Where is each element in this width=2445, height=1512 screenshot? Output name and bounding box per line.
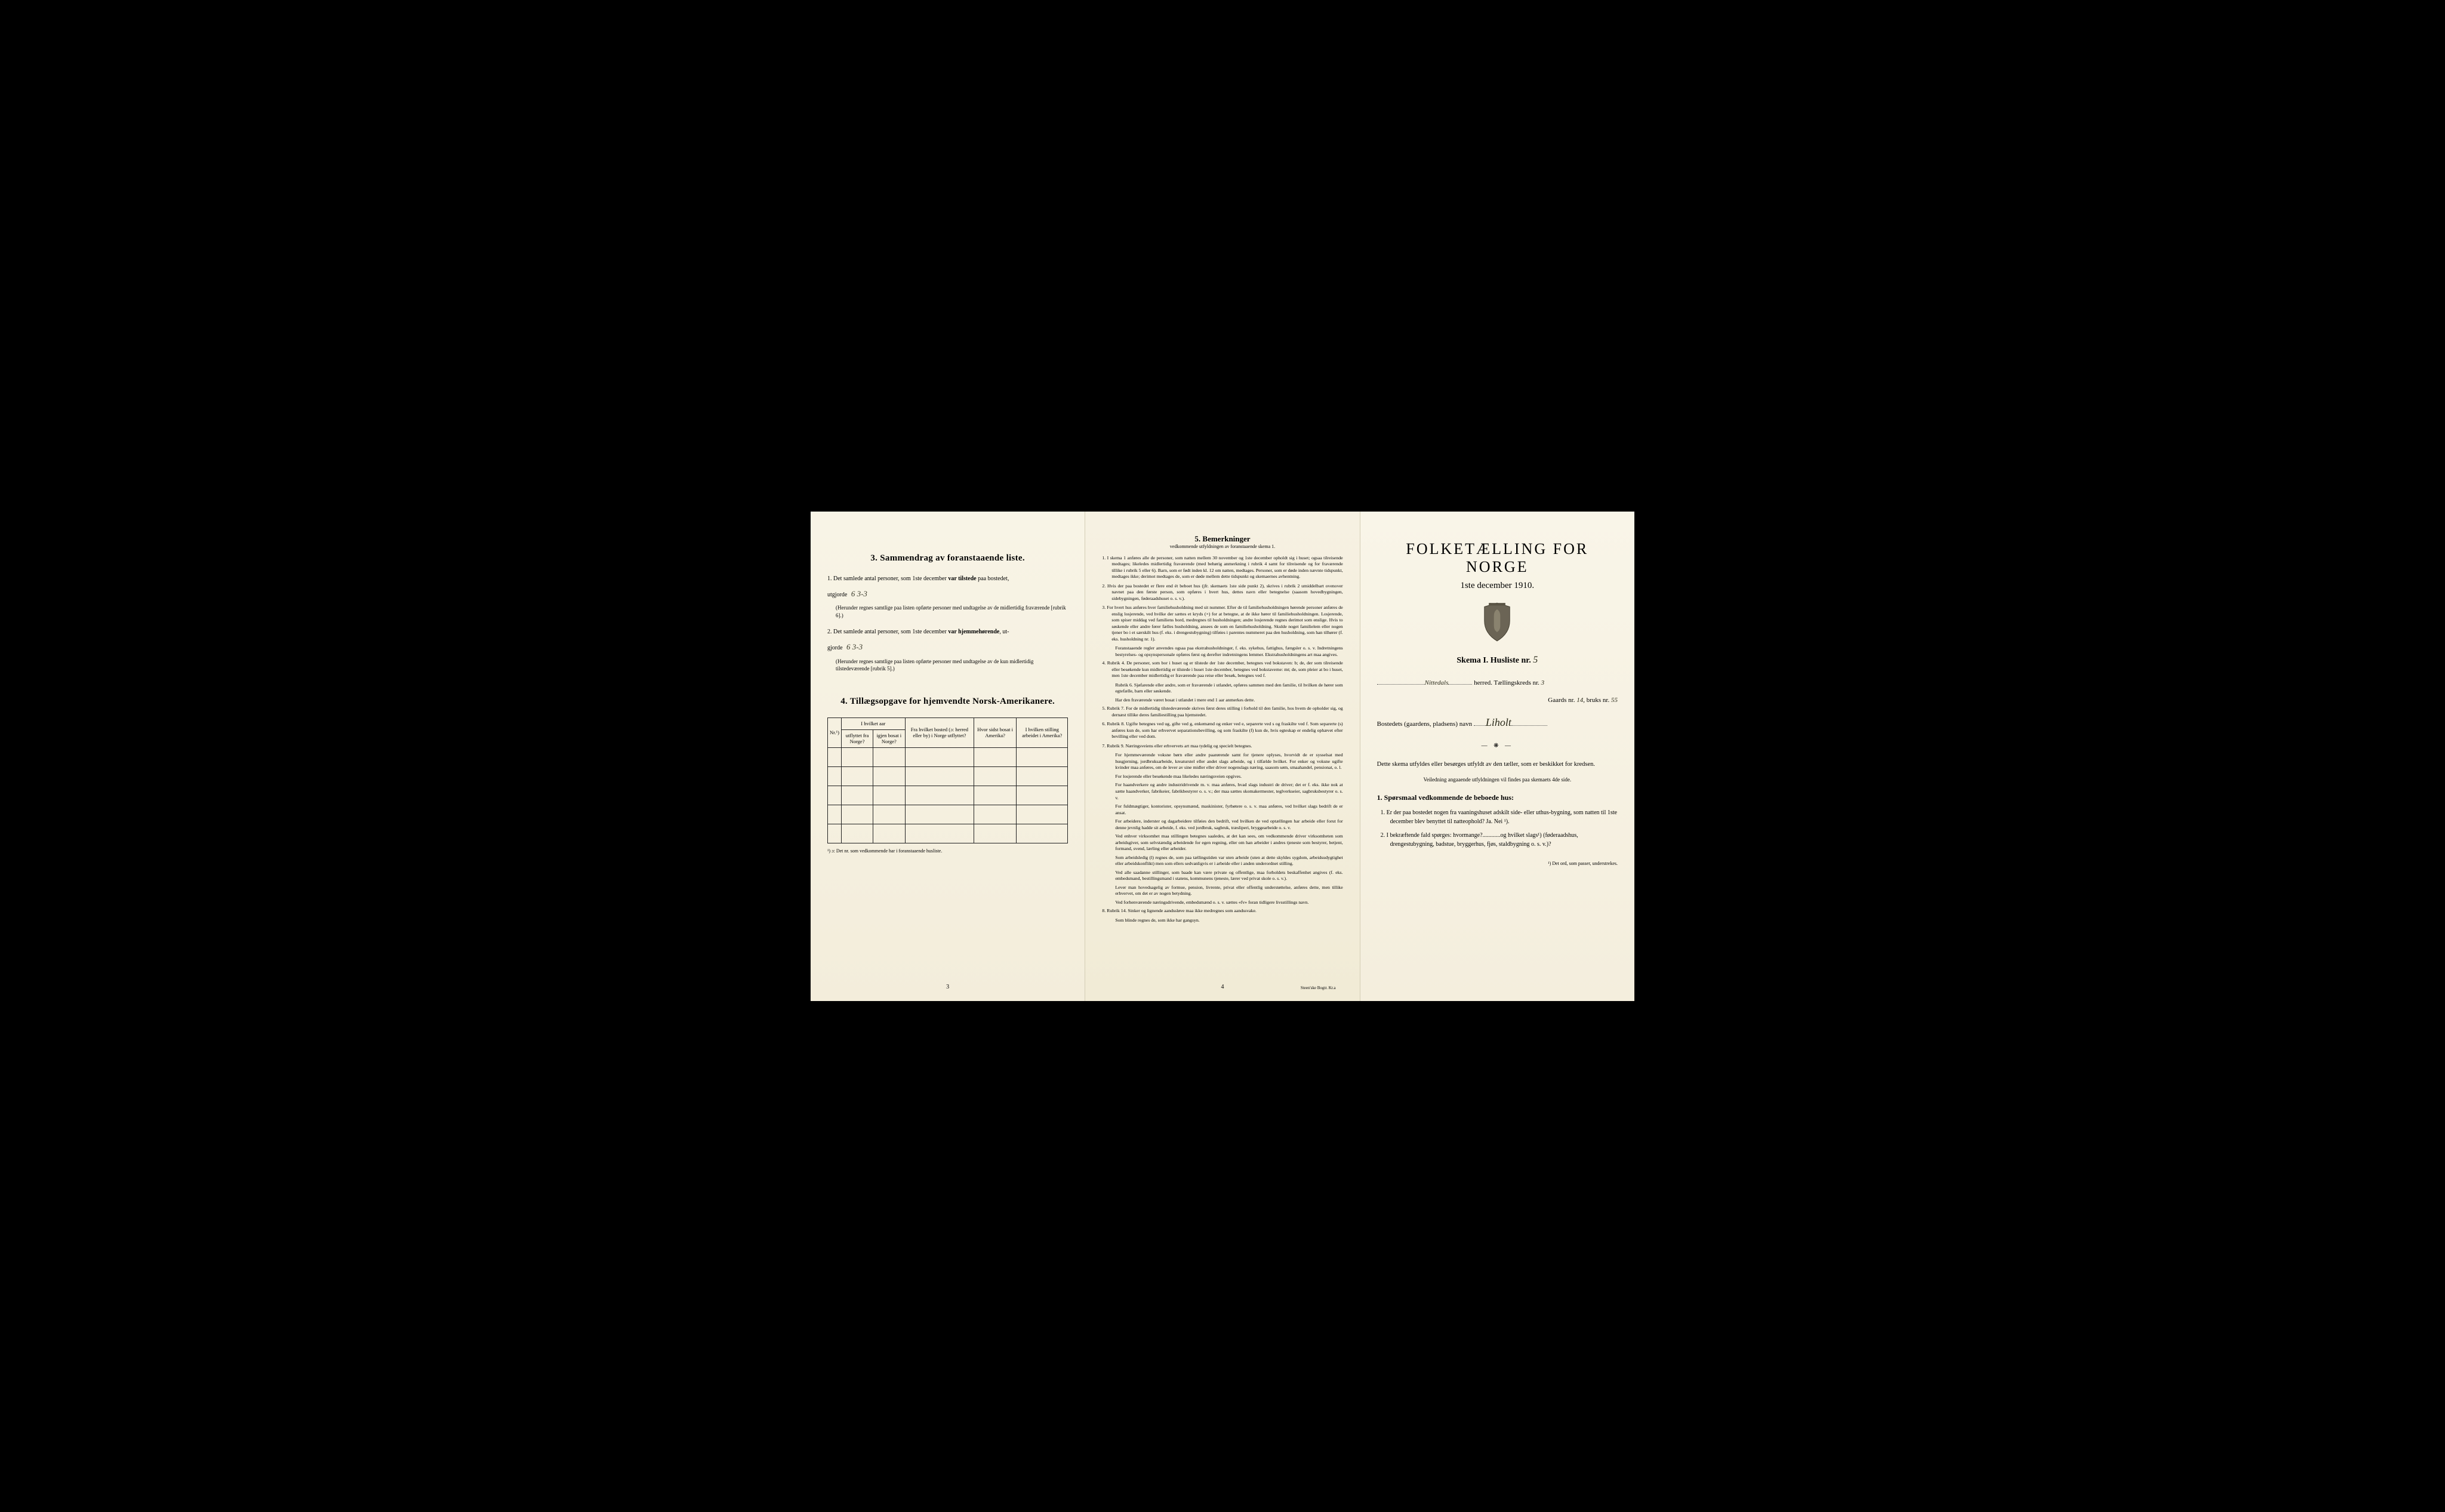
question-1: 1. Er der paa bostedet nogen fra vaaning…: [1377, 808, 1618, 826]
bosted-line: Bostedets (gaardens, pladsens) navn Liho…: [1377, 713, 1618, 732]
table-row: [828, 747, 1068, 766]
page-1-title: FOLKETÆLLING FOR NORGE 1ste december 191…: [1360, 512, 1634, 1001]
q1-filled-value: 6 3-3: [849, 589, 870, 598]
remark-3-sub: Foranstaaende regler anvendes ogsaa paa …: [1102, 645, 1342, 658]
page-number: 4: [1221, 984, 1224, 990]
remark-4: 4. Rubrik 4. De personer, som bor i huse…: [1102, 660, 1342, 679]
gaards-line: Gaards nr. 14, bruks nr. 55: [1377, 695, 1618, 707]
remark-4-sub2: Har den fraværende været bosat i utlande…: [1102, 697, 1342, 704]
th-utflyttet: utflyttet fra Norge?: [842, 729, 873, 747]
summary-q1: 1. Det samlede antal personer, som 1ste …: [827, 574, 1068, 583]
q2-filled-value: 6 3-3: [844, 642, 865, 651]
remark-1: 1. I skema 1 anføres alle de personer, s…: [1102, 555, 1342, 580]
table-row: [828, 766, 1068, 786]
remark-7-sub10: Ved forhenværende næringsdrivende, embed…: [1102, 900, 1342, 906]
instruction-1: Dette skema utfyldes eller besørges utfy…: [1377, 760, 1618, 769]
th-bosted: Fra hvilket bosted (ɔ: herred eller by) …: [905, 717, 974, 747]
schema-line: Skema I. Husliste nr. 5: [1377, 655, 1618, 666]
bosted-value: Liholt: [1486, 716, 1511, 728]
question-2: 2. I bekræftende fald spørges: hvormange…: [1377, 831, 1618, 849]
th-stilling: I hvilken stilling arbeidet i Amerika?: [1017, 717, 1068, 747]
census-document: 3. Sammendrag av foranstaaende liste. 1.…: [811, 512, 1634, 1001]
questions-title: 1. Spørsmaal vedkommende de beboede hus:: [1377, 793, 1618, 802]
section-4-title: 4. Tillægsopgave for hjemvendte Norsk-Am…: [827, 697, 1068, 707]
remark-2: 2. Hvis der paa bostedet er flere end ét…: [1102, 583, 1342, 602]
instruction-2: Veiledning angaaende utfyldningen vil fi…: [1377, 777, 1618, 783]
printer-mark: Steen'ske Bogtr. Kr.a: [1301, 986, 1336, 990]
page-number: 3: [946, 984, 949, 990]
coat-of-arms-icon: [1377, 602, 1618, 645]
divider-icon: ― ❋ ―: [1377, 743, 1618, 749]
page-3: 3. Sammendrag av foranstaaende liste. 1.…: [811, 512, 1085, 1001]
remark-3: 3. For hvert hus anføres hver familiehus…: [1102, 605, 1342, 642]
bemerkninger-subtitle: vedkommende utfyldningen av foranstaaend…: [1102, 544, 1342, 549]
remark-8-sub: Som blinde regnes de, som ikke har gangs…: [1102, 917, 1342, 924]
remark-7: 7. Rubrik 9. Næringsveiens eller erhverv…: [1102, 743, 1342, 750]
bruks-nr: 55: [1611, 697, 1618, 704]
th-aar: I hvilket aar: [842, 717, 906, 729]
husliste-nr: 5: [1533, 655, 1538, 665]
summary-q1-line2: utgjorde 6 3-3: [827, 588, 1068, 600]
remark-7-sub5: For arbeidere, inderster og dagarbeidere…: [1102, 818, 1342, 831]
page-4: 5. Bemerkninger vedkommende utfyldningen…: [1085, 512, 1360, 1001]
table-row: [828, 786, 1068, 805]
gaards-nr: 14: [1576, 697, 1583, 704]
table-row: [828, 824, 1068, 843]
remark-7-sub7: Som arbeidsledig (l) regnes de, som paa …: [1102, 855, 1342, 867]
remark-7-sub6: Ved enhver virksomhet maa stillingen bet…: [1102, 833, 1342, 852]
remark-6: 6. Rubrik 8. Ugifte betegnes ved ug, gif…: [1102, 721, 1342, 740]
summary-q2: 2. Det samlede antal personer, som 1ste …: [827, 627, 1068, 636]
page3-footnote: ¹) Det ord, som passer, understrekes.: [1377, 861, 1618, 866]
herred-value: Nittedals: [1425, 679, 1449, 686]
norsk-amerikanere-table: Nr.¹) I hvilket aar Fra hvilket bosted (…: [827, 717, 1068, 843]
remark-7-sub4: For fuldmægtiger, kontorister, opsynsmæn…: [1102, 803, 1342, 816]
kreds-nr: 3: [1541, 679, 1545, 686]
remark-7-sub3: For haandverkere og andre industridriven…: [1102, 782, 1342, 801]
table-row: [828, 805, 1068, 824]
section-3-title: 3. Sammendrag av foranstaaende liste.: [827, 553, 1068, 563]
remark-7-sub8: Ved alle saadanne stillinger, som baade …: [1102, 870, 1342, 882]
summary-q2-line2: gjorde 6 3-3: [827, 641, 1068, 653]
th-igjen: igjen bosat i Norge?: [873, 729, 906, 747]
table-footnote: ¹) ɔ: Det nr. som vedkommende har i fora…: [827, 848, 1068, 854]
q1-paren: (Herunder regnes samtlige paa listen opf…: [827, 604, 1068, 619]
q2-paren: (Herunder regnes samtlige paa listen opf…: [827, 658, 1068, 673]
remark-4-sub1: Rubrik 6. Sjøfarende eller andre, som er…: [1102, 682, 1342, 695]
remark-8: 8. Rubrik 14. Sinker og lignende aandssl…: [1102, 908, 1342, 914]
herred-line: Nittedals herred. Tællingskreds nr. 3: [1377, 678, 1618, 689]
remark-5: 5. Rubrik 7. For de midlertidig tilstede…: [1102, 706, 1342, 718]
main-title: FOLKETÆLLING FOR NORGE: [1377, 540, 1618, 576]
remark-7-sub9: Lever man hovedsagelig av formue, pensio…: [1102, 885, 1342, 897]
th-nr: Nr.¹): [828, 717, 842, 747]
bemerkninger-title: 5. Bemerkninger: [1102, 534, 1342, 544]
remark-7-sub1: For hjemmeværende voksne børn eller andr…: [1102, 752, 1342, 771]
th-amerika: Hvor sidst bosat i Amerika?: [974, 717, 1017, 747]
remark-7-sub2: For losjerende eller besøkende maa likel…: [1102, 774, 1342, 780]
census-date: 1ste december 1910.: [1377, 581, 1618, 591]
